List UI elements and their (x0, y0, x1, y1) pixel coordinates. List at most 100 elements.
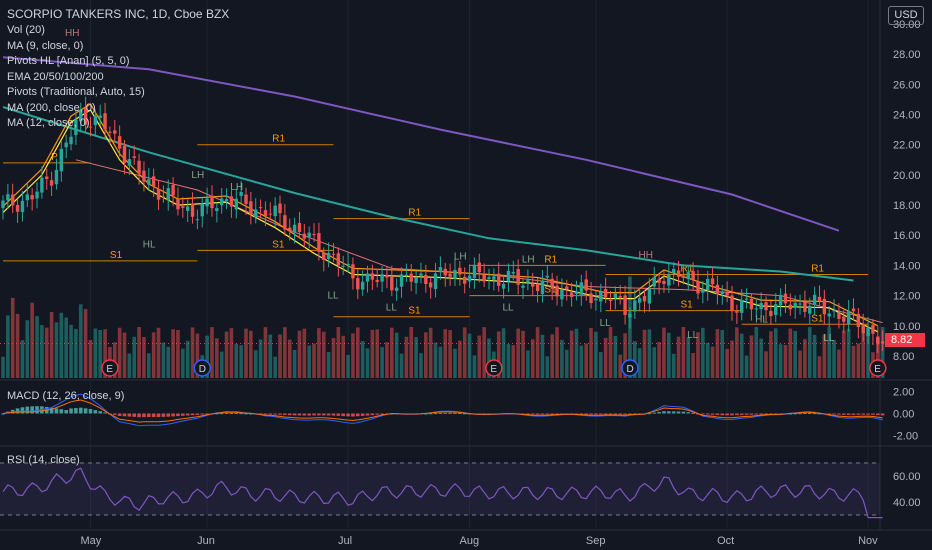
volume-bar (443, 329, 448, 378)
pivot-hl-label: LH (191, 170, 204, 181)
candle-body (331, 253, 336, 255)
candle-body (215, 208, 219, 211)
macd-histogram-bar (701, 413, 705, 415)
pivot-label: R1 (811, 263, 824, 274)
candle-body (531, 283, 535, 287)
volume-bar (127, 353, 132, 378)
candle-body (453, 269, 457, 279)
volume-bar (613, 335, 618, 378)
macd-histogram-bar (190, 413, 195, 416)
candle-body (783, 293, 788, 304)
macd-histogram-bar (662, 411, 666, 414)
volume-bar (739, 333, 744, 378)
candle-body (322, 252, 326, 260)
candle-body (326, 252, 331, 259)
candle-body (224, 199, 229, 202)
macd-histogram-bar (749, 413, 754, 415)
chart-title: SCORPIO TANKERS INC, 1D, Cboe BZX (7, 7, 230, 21)
candle-body (341, 265, 345, 267)
macd-histogram-bar (433, 413, 438, 415)
candle-body (744, 298, 749, 300)
volume-bar (851, 345, 856, 378)
candle-body (244, 194, 248, 204)
volume-bar (633, 341, 637, 378)
volume-bar (112, 342, 117, 378)
macd-histogram-bar (846, 413, 851, 415)
legend-ma12[interactable]: MA (12, close, 0) (7, 117, 90, 129)
macd-histogram-bar (142, 413, 146, 418)
macd-histogram-bar (807, 412, 812, 414)
candle-body (205, 198, 209, 207)
candle-body (370, 273, 375, 280)
volume-bar (501, 328, 506, 378)
volume-bar (496, 331, 501, 378)
volume-bar (516, 328, 520, 378)
rsi-legend[interactable]: RSI (14, close) (7, 453, 80, 469)
pivot-label: R1 (680, 263, 693, 274)
candle-body (671, 268, 676, 273)
candle-body (365, 273, 370, 282)
volume-bar (93, 328, 98, 378)
macd-histogram-bar (278, 413, 282, 415)
candle-body (497, 273, 501, 286)
legend-ema[interactable]: EMA 20/50/100/200 (7, 70, 104, 83)
candle-body (589, 293, 593, 304)
legend-vol[interactable]: Vol (20) (7, 24, 45, 36)
macd-histogram-bar (851, 413, 856, 415)
volume-bar (399, 353, 404, 378)
macd-histogram-bar (462, 413, 467, 415)
candle-body (79, 109, 83, 122)
macd-histogram-bar (589, 413, 593, 415)
currency-button[interactable]: USD (888, 6, 924, 25)
candle-body (827, 313, 831, 317)
price-tick-label: 26.00 (893, 79, 921, 91)
legend-ma9[interactable]: MA (9, close, 0) (7, 39, 84, 52)
volume-bar (462, 327, 467, 378)
legend-pivots-hl[interactable]: Pivots HL [Anan] (5, 5, 0) (7, 55, 130, 67)
macd-histogram-bar (817, 413, 822, 415)
volume-bar (453, 348, 457, 378)
volume-bar (788, 328, 793, 378)
candle-body (676, 270, 681, 277)
macd-histogram-bar (112, 413, 117, 415)
macd-histogram-bar (195, 413, 200, 415)
event-marker-icon (101, 359, 119, 377)
legend-ma200[interactable]: MA (200, close, 0) (7, 101, 96, 114)
volume-bar (278, 334, 282, 378)
candle-body (288, 227, 292, 231)
volume-bar (550, 334, 554, 378)
volume-bar (487, 338, 491, 378)
volume-bar (258, 339, 263, 378)
macd-histogram-bar (224, 412, 229, 414)
candle-body (487, 277, 491, 279)
candle-body (472, 264, 477, 278)
legend-pivots[interactable]: Pivots (Traditional, Auto, 15) (7, 86, 145, 98)
event-marker-icon (193, 359, 212, 377)
macd-histogram-bar (98, 411, 102, 414)
pivot-label: S1 (408, 306, 421, 317)
candle-body (628, 313, 632, 318)
macd-histogram-bar (336, 413, 341, 416)
candle-body (477, 262, 481, 273)
macd-histogram-bar (380, 413, 384, 415)
candle-body (613, 293, 618, 299)
volume-bar (336, 327, 341, 378)
volume-bar (535, 327, 540, 378)
rsi-tick-label: 40.00 (893, 497, 921, 509)
macd-histogram-bar (603, 413, 608, 415)
volume-bar (321, 331, 326, 378)
macd-legend[interactable]: MACD (12, 26, close, 9) (7, 389, 124, 405)
macd-histogram-bar (74, 408, 78, 414)
macd-histogram-bar (730, 413, 734, 416)
macd-histogram-bar (550, 413, 554, 415)
rsi-line (2, 467, 883, 519)
time-tick-label: Sep (586, 535, 606, 547)
candle-body (793, 302, 797, 308)
candle-body (652, 277, 656, 287)
volume-bar (458, 340, 462, 378)
candle-body (876, 336, 880, 345)
candle-body (433, 273, 438, 289)
candle-body (623, 295, 627, 315)
candle-body (181, 206, 185, 208)
